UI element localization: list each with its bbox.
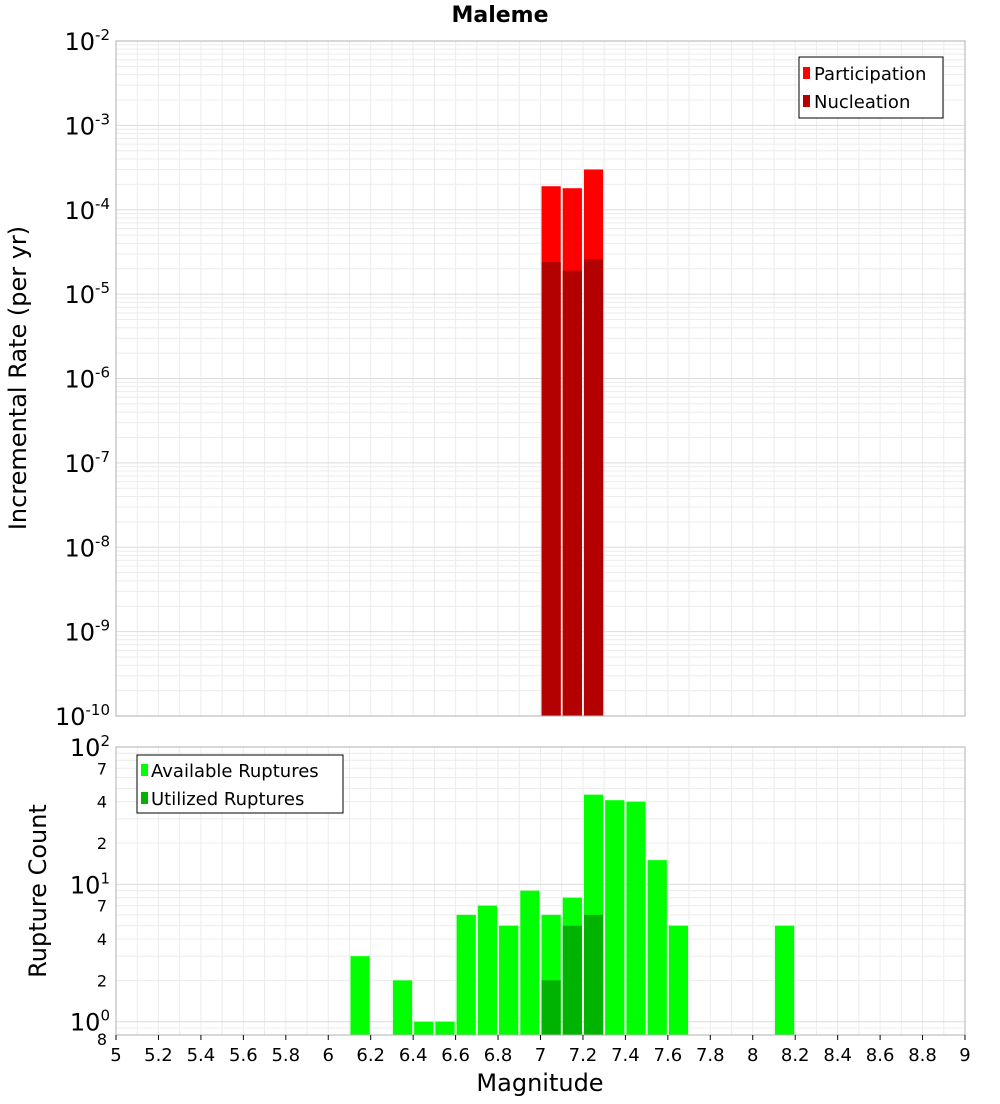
x-tick-label: 6.4 bbox=[399, 1045, 428, 1066]
x-axis-label: Magnitude bbox=[476, 1069, 603, 1097]
x-tick-label: 9 bbox=[959, 1045, 970, 1066]
legend-swatch-available bbox=[141, 764, 148, 776]
x-tick-label: 7.2 bbox=[569, 1045, 598, 1066]
x-tick-label: 8.4 bbox=[823, 1045, 852, 1066]
top-y-axis-label: Incremental Rate (per yr) bbox=[4, 226, 32, 530]
legend-swatch-utilized bbox=[141, 792, 148, 804]
x-tick-label: 5 bbox=[110, 1045, 121, 1066]
bottom-y-minor-tick-label: 4 bbox=[97, 793, 107, 812]
x-tick-label: 6.2 bbox=[356, 1045, 385, 1066]
legend-label-available: Available Ruptures bbox=[151, 761, 319, 782]
bottom-y-minor-tick-label: 8 bbox=[97, 1030, 107, 1049]
top-y-tick-label: 10-9 bbox=[64, 617, 110, 647]
x-axis-ticks: 5 5.2 5.4 5.6 5.8 6 6.2 6.4 6.6 6.8 7 7.2 7.4 7.6 7.8 8… bbox=[110, 1035, 971, 1066]
top-bar-nucleation-2 bbox=[583, 259, 604, 716]
bottom-bar-available-ruptures-14 bbox=[668, 925, 689, 1035]
bottom-bar-available-ruptures-12 bbox=[626, 801, 646, 1035]
bottom-bar-available-ruptures-7 bbox=[520, 890, 540, 1035]
bottom-bar-available-ruptures-4 bbox=[456, 914, 476, 1035]
x-tick-label: 7.8 bbox=[696, 1045, 725, 1066]
x-tick-label: 8.2 bbox=[781, 1045, 810, 1066]
x-tick-label: 8.6 bbox=[866, 1045, 895, 1066]
bottom-y-minor-tick-label: 2 bbox=[97, 834, 107, 853]
x-tick-label: 5.2 bbox=[144, 1045, 173, 1066]
x-tick-label: 8.8 bbox=[908, 1045, 937, 1066]
top-y-tick-label: 10-7 bbox=[64, 448, 110, 478]
x-tick-label: 6.8 bbox=[484, 1045, 513, 1066]
bottom-bar-available-ruptures-2 bbox=[414, 1021, 434, 1035]
legend-label-nucleation: Nucleation bbox=[814, 92, 910, 113]
top-y-tick-label: 10-5 bbox=[64, 279, 110, 309]
bottom-bar-available-ruptures-3 bbox=[435, 1021, 455, 1035]
legend-label-participation: Participation bbox=[814, 64, 926, 85]
top-plot-grid bbox=[115, 40, 966, 717]
x-tick-label: 7.4 bbox=[611, 1045, 640, 1066]
top-bar-nucleation-1 bbox=[562, 270, 582, 716]
top-y-tick-label: 10-3 bbox=[64, 110, 110, 140]
top-plot-frame bbox=[115, 40, 966, 717]
x-tick-label: 6 bbox=[323, 1045, 334, 1066]
bottom-y-minor-tick-label: 7 bbox=[97, 759, 107, 778]
bottom-bar-available-ruptures-13 bbox=[647, 860, 667, 1035]
x-tick-label: 7.6 bbox=[654, 1045, 683, 1066]
top-y-tick-label: 10-8 bbox=[64, 532, 110, 562]
top-y-tick-label: 10-2 bbox=[64, 26, 110, 56]
top-y-tick-label: 10-4 bbox=[64, 195, 110, 225]
bottom-bar-available-ruptures-15 bbox=[774, 925, 795, 1035]
bottom-bar-available-ruptures-6 bbox=[499, 925, 519, 1035]
bottom-bar-available-ruptures-1 bbox=[392, 980, 413, 1035]
top-plot-bars bbox=[541, 169, 604, 717]
bottom-plot-bars bbox=[350, 794, 795, 1035]
top-y-tick-label: 10-10 bbox=[55, 701, 110, 731]
top-bar-nucleation-0 bbox=[541, 262, 561, 716]
top-y-tick-label: 10-6 bbox=[64, 364, 110, 394]
bottom-legend-box bbox=[136, 754, 344, 814]
bottom-y-minor-tick-label: 4 bbox=[97, 930, 107, 949]
bottom-bar-available-ruptures-11 bbox=[605, 800, 625, 1035]
bottom-y-tick-label: 101 bbox=[70, 869, 110, 899]
legend-swatch-participation bbox=[803, 67, 810, 79]
bottom-bar-utilized-ruptures-2 bbox=[583, 914, 604, 1035]
top-legend-box bbox=[798, 56, 944, 119]
bottom-y-minor-tick-label: 2 bbox=[97, 971, 107, 990]
x-tick-label: 5.4 bbox=[187, 1045, 216, 1066]
bottom-bar-utilized-ruptures-1 bbox=[562, 925, 582, 1035]
top-plot-y-ticks: 10-10 10-9 10-8 10-7 10-6 10-5 10-4 10-3 10-2 bbox=[55, 26, 110, 731]
top-legend: Participation Nucleation bbox=[798, 56, 944, 119]
bottom-y-axis-label: Rupture Count bbox=[24, 804, 52, 978]
bottom-y-tick-label: 100 bbox=[70, 1007, 110, 1037]
bottom-y-tick-label: 102 bbox=[70, 732, 110, 762]
legend-swatch-nucleation bbox=[803, 95, 810, 107]
x-tick-label: 7 bbox=[535, 1045, 546, 1066]
x-tick-label: 8 bbox=[747, 1045, 758, 1066]
bottom-bar-available-ruptures-0 bbox=[350, 956, 370, 1035]
x-tick-label: 6.6 bbox=[441, 1045, 470, 1066]
x-tick-label: 5.6 bbox=[229, 1045, 258, 1066]
bottom-legend: Available Ruptures Utilized Ruptures bbox=[136, 754, 344, 814]
chart-title: Maleme bbox=[451, 3, 548, 28]
bottom-bar-available-ruptures-5 bbox=[477, 905, 498, 1035]
bottom-y-minor-tick-label: 7 bbox=[97, 897, 107, 916]
bottom-bar-utilized-ruptures-0 bbox=[541, 980, 561, 1035]
legend-label-utilized: Utilized Ruptures bbox=[151, 789, 304, 810]
x-tick-label: 5.8 bbox=[271, 1045, 300, 1066]
bottom-plot-y-ticks: 100 101 102 8 2 4 7 2 4 7 bbox=[70, 732, 110, 1049]
